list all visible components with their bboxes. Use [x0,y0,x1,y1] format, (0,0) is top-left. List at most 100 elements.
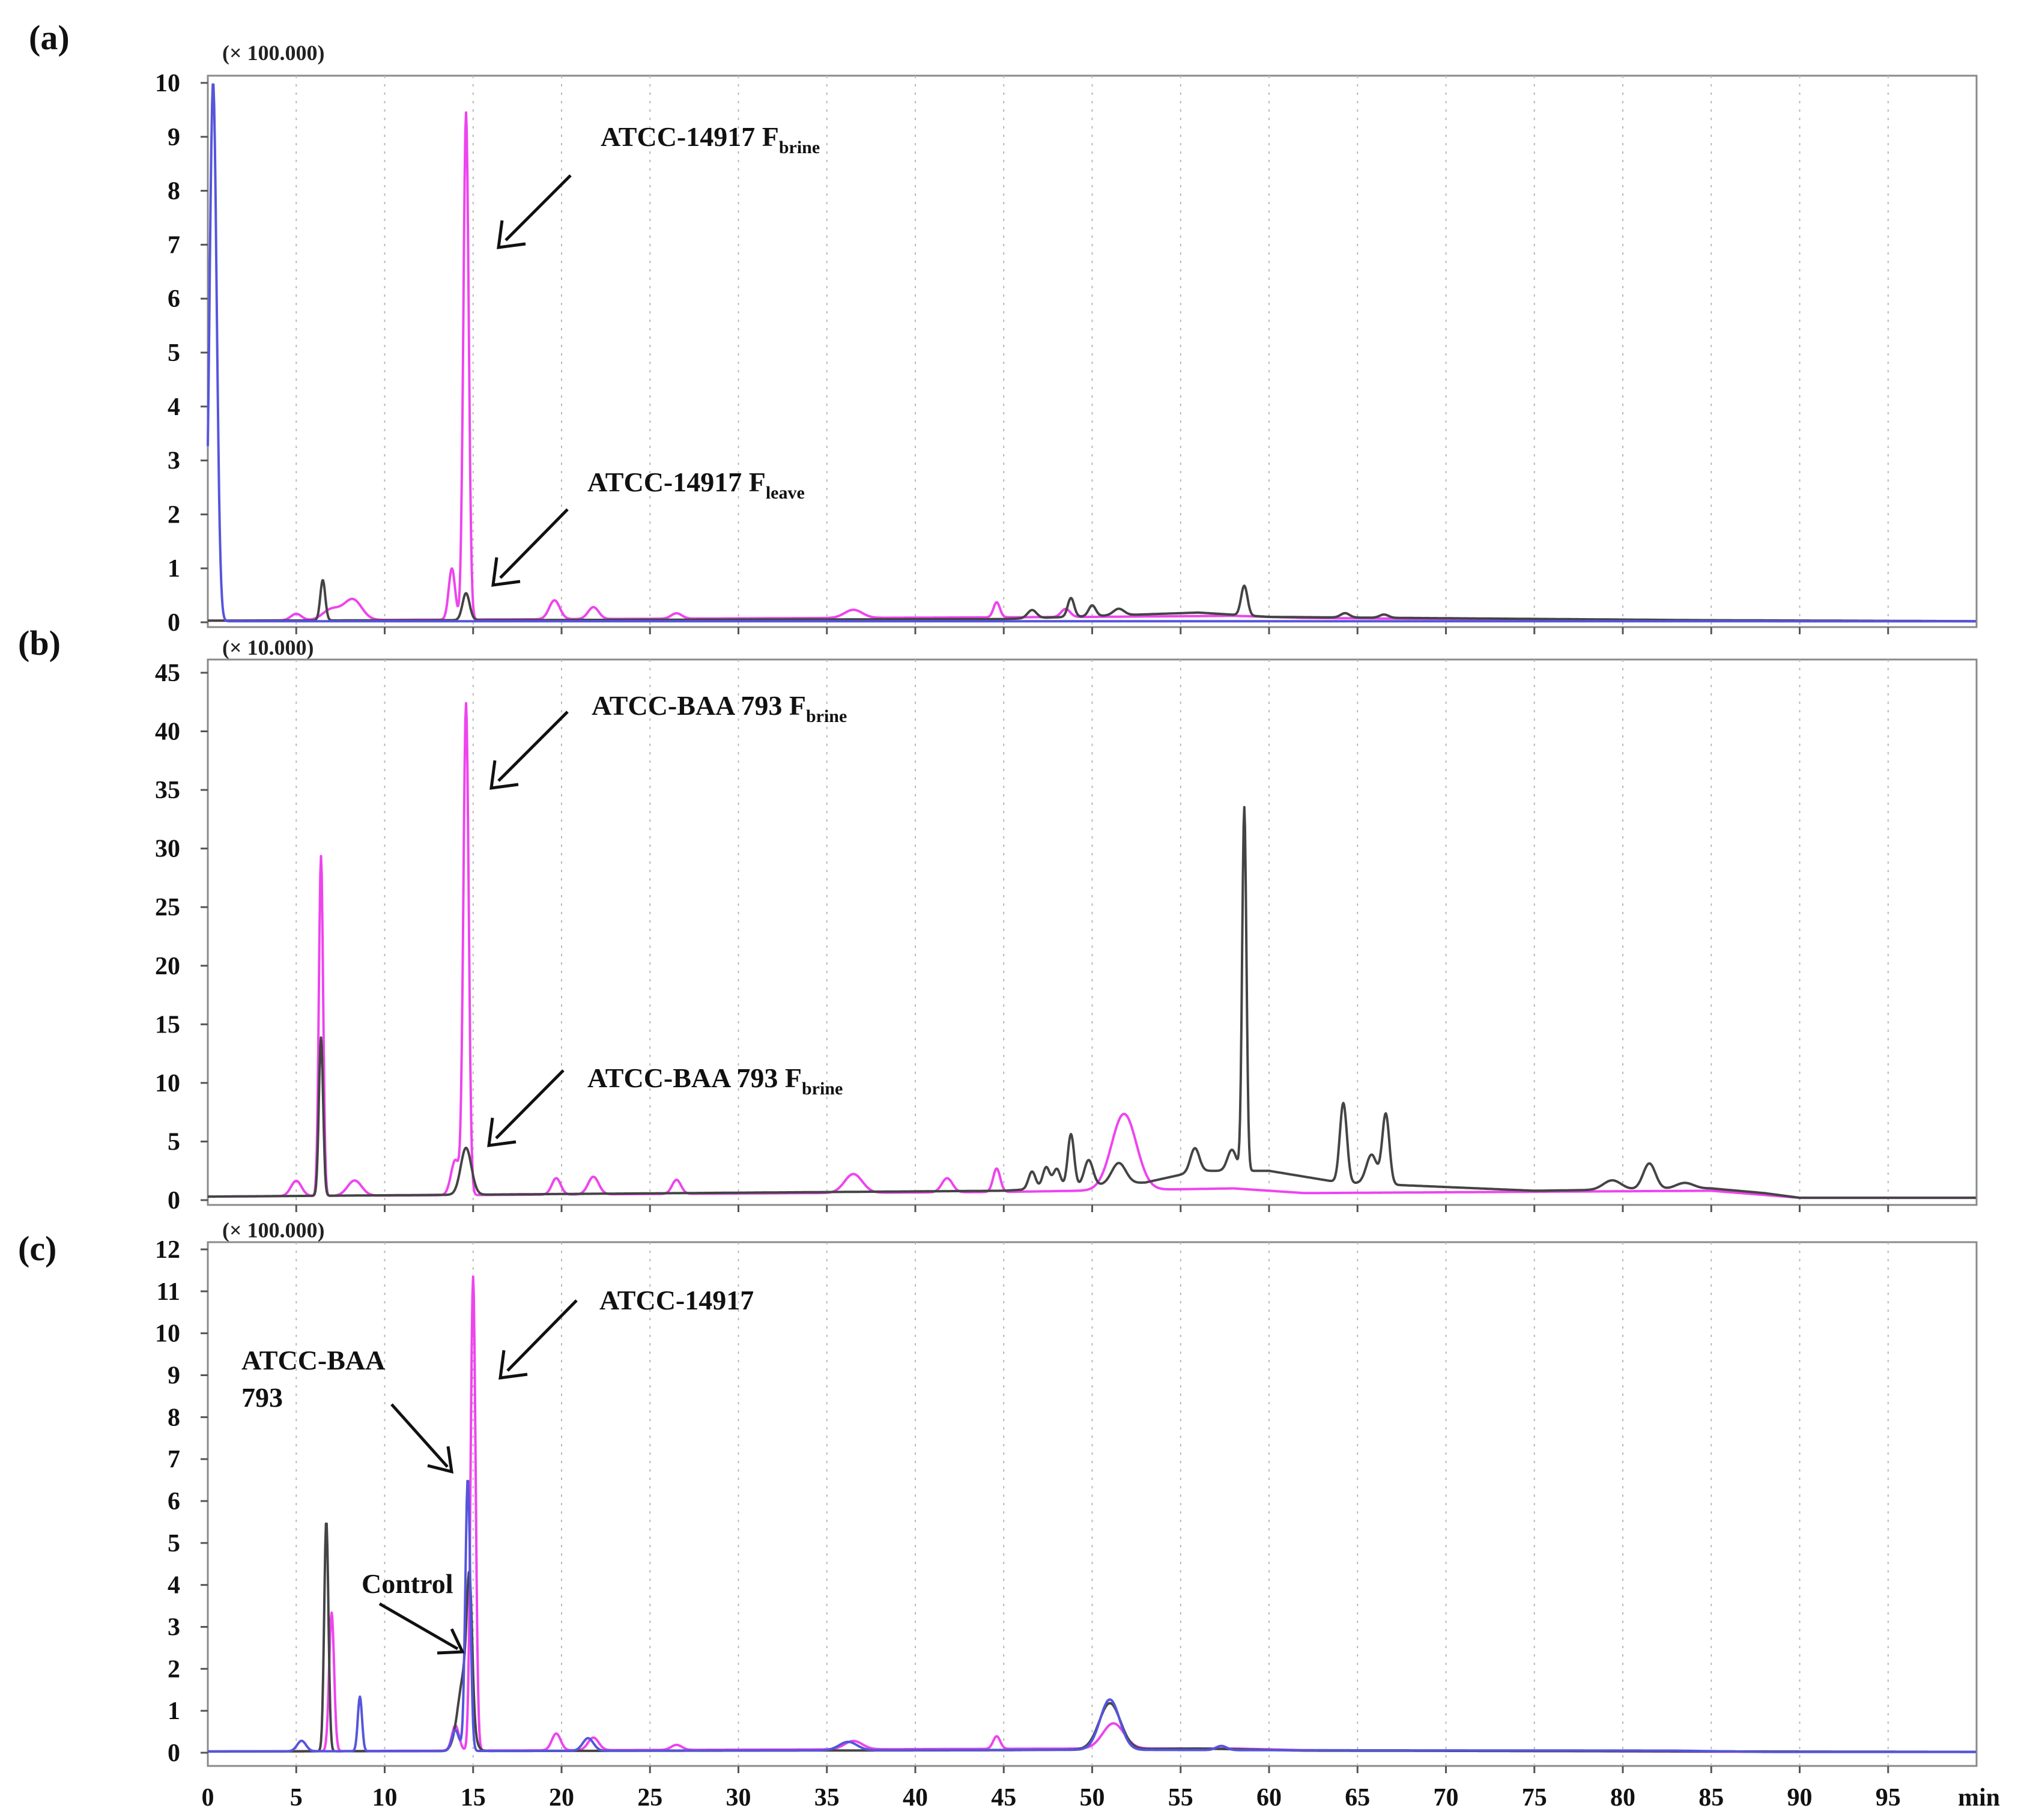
y-tick-label: 1 [168,555,180,583]
y-tick-label: 0 [168,1740,180,1767]
panel-a-y-axis: 0 1 2 3 4 5 6 7 8 9 10 [155,70,208,637]
panel-b: (b) (× 10.000) 0 5 10 15 20 25 30 35 40 45 ATCC-B… [18,623,1978,1215]
x-tick-label: 90 [1787,1784,1813,1812]
annotation-text-line2: 793 [241,1382,283,1413]
annotation-text: Control [362,1568,453,1599]
y-tick-label: 6 [168,1488,180,1515]
series-trace-1 [207,805,1977,1200]
y-tick-label: 10 [155,1320,180,1348]
annotation-arrowhead [491,557,521,587]
panel-c-label: (c) [18,1229,56,1268]
y-tick-label: 9 [168,124,180,151]
annotation-arrow [378,1602,459,1651]
x-tick-label: 30 [726,1784,751,1812]
annotation-text: ATCC-BAA 793 F [587,1063,802,1093]
series-trace-0 [207,111,1977,623]
x-tick-label: 70 [1434,1784,1459,1812]
series-trace-2 [207,83,1977,623]
annotation-text: ATCC-BAA 793 F [592,690,806,721]
y-tick-label: 2 [168,501,180,529]
annotation-arrow [504,174,572,241]
y-tick-label: 8 [168,178,180,205]
annotation-arrowhead [487,1117,517,1147]
x-tick-label: 20 [549,1784,574,1812]
panel-a-x-axis [295,627,1889,634]
x-tick-label: 80 [1610,1784,1635,1812]
panel-a-y-scale-label: (× 100.000) [222,41,325,65]
y-tick-label: 5 [168,339,180,367]
annotation-arrowhead [498,1350,528,1380]
x-tick-label: 10 [372,1784,398,1812]
series-trace-2 [207,1479,1977,1753]
panel-c-y-scale-label: (× 100.000) [222,1218,325,1242]
y-tick-label: 40 [155,718,180,746]
y-tick-label: 7 [168,231,180,259]
y-tick-label: 25 [155,894,180,921]
annotation-arrowhead [427,1446,454,1474]
svg-text:ATCC-BAA 793 Fbrine: ATCC-BAA 793 Fbrine [587,1063,843,1099]
y-tick-label: 5 [168,1128,180,1156]
x-tick-label: 55 [1168,1784,1193,1812]
annotation-subscript: brine [806,706,847,726]
y-tick-label: 6 [168,285,180,313]
y-tick-label: 3 [168,1614,180,1642]
y-tick-label: 20 [155,953,180,980]
annotation-text: ATCC-14917 [599,1285,754,1315]
x-tick-label: 15 [461,1784,486,1812]
x-tick-label: 5 [290,1784,303,1812]
annotation-arrowhead [497,220,526,249]
y-tick-label: 15 [155,1011,180,1039]
annotation-arrow [495,1069,565,1139]
annotation-text: ATCC-14917 F [601,121,779,152]
y-tick-label: 11 [156,1278,180,1306]
panel-b-gridlines [295,660,1889,1205]
panel-a-label: (a) [29,18,70,57]
panel-c-gridlines [295,1242,1889,1766]
panel-c-annotation-baa793: ATCC-BAA 793 [241,1345,454,1474]
annotation-subscript: brine [802,1079,843,1099]
y-tick-label: 30 [155,836,180,863]
svg-text:ATCC-14917 Fleave: ATCC-14917 Fleave [587,467,805,503]
panel-c-annotation-control: Control [362,1568,465,1655]
y-tick-label: 9 [168,1362,180,1390]
svg-text:ATCC-BAA 793 Fbrine: ATCC-BAA 793 Fbrine [592,690,847,726]
x-tick-label: 25 [637,1784,662,1812]
x-tick-label: 95 [1876,1784,1901,1812]
y-tick-label: 1 [168,1697,180,1725]
y-tick-label: 8 [168,1404,180,1431]
y-tick-label: 7 [168,1446,180,1473]
x-tick-label: 35 [814,1784,840,1812]
panel-b-label: (b) [18,623,61,663]
panel-b-x-axis [295,1205,1889,1212]
x-tick-label: 45 [991,1784,1016,1812]
y-tick-label: 45 [155,660,180,687]
panel-a-traces [207,83,1977,623]
x-tick-label: 85 [1698,1784,1724,1812]
y-tick-label: 0 [168,1187,180,1215]
y-tick-label: 10 [155,70,180,97]
y-tick-label: 0 [168,609,180,637]
annotation-arrow [506,1299,578,1372]
panel-c-traces [207,1275,1977,1753]
panel-b-traces [207,702,1977,1200]
annotation-arrowhead [489,760,519,790]
x-tick-label: 40 [903,1784,928,1812]
y-tick-label: 2 [168,1655,180,1683]
y-tick-label: 5 [168,1530,180,1558]
panel-c-x-tick-labels: 0 5 10 15 20 25 30 35 40 45 50 55 60 65 70 75 80 85 90 95 [202,1784,1901,1812]
panel-c-annotation-14917: ATCC-14917 [498,1285,754,1380]
panel-a-annotation-brine: ATCC-14917 Fbrine [497,121,820,249]
y-tick-label: 35 [155,777,180,804]
y-tick-label: 12 [155,1236,180,1264]
panel-a-annotation-leave: ATCC-14917 Fleave [491,467,805,587]
x-tick-label: 65 [1345,1784,1370,1812]
panel-a: (a) (× 100.000) 0 1 2 3 4 5 6 7 8 9 10 ATCC-14917 … [29,18,1978,637]
annotation-subscript: leave [766,483,805,503]
panel-b-annotation-lower: ATCC-BAA 793 Fbrine [487,1063,843,1147]
y-tick-label: 4 [168,393,180,421]
panel-c-x-axis [295,1766,1889,1773]
panel-b-annotation-upper: ATCC-BAA 793 Fbrine [489,690,847,790]
